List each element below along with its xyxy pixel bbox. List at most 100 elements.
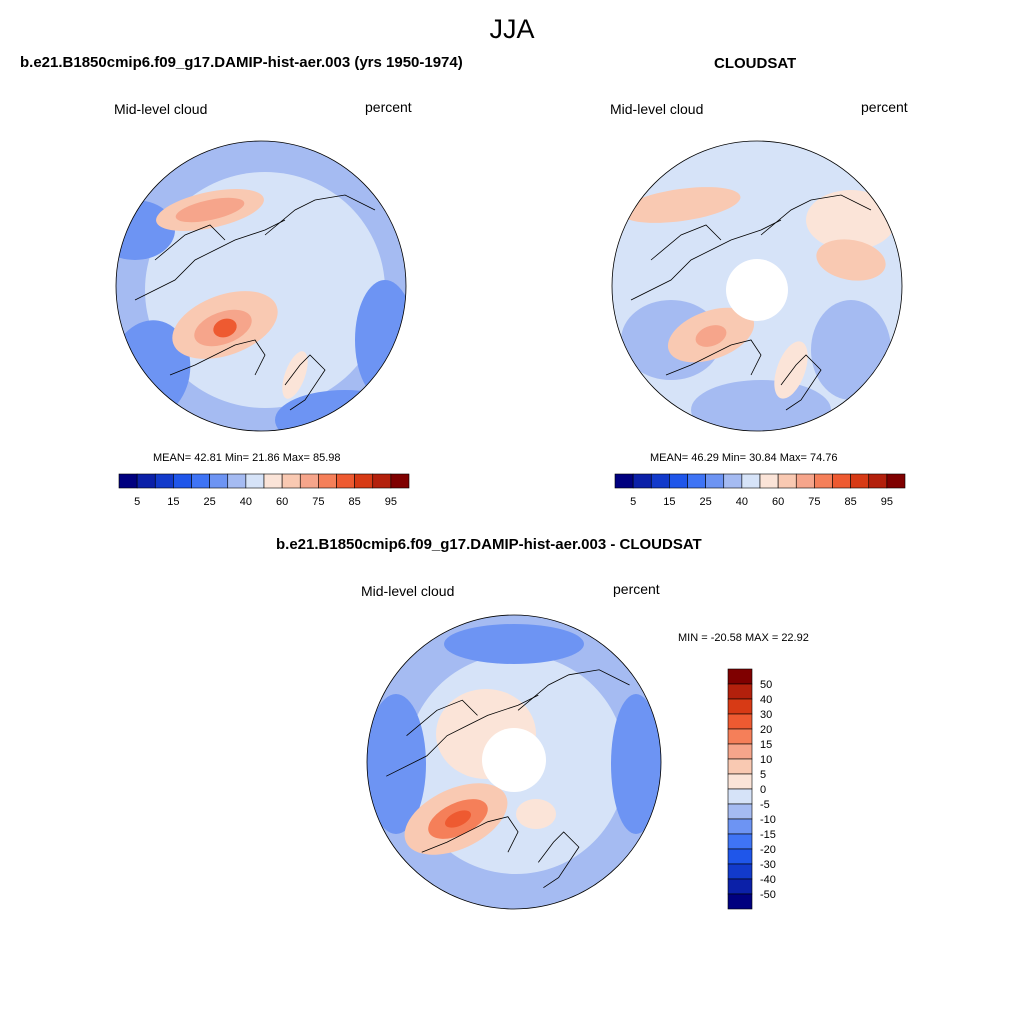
- obs-colorbar-tick-label: 15: [663, 496, 675, 508]
- obs-colorbar-tick-label: 5: [630, 496, 636, 508]
- obs-polar-map: [611, 140, 903, 432]
- obs-colorbar-tick-label: 40: [736, 496, 748, 508]
- diff-positive-region: [516, 799, 556, 829]
- model-low-region: [116, 200, 175, 260]
- obs-colorbar-swatch: [832, 473, 851, 489]
- diff-colorbar-swatch: [727, 668, 753, 685]
- coastline: [169, 339, 266, 376]
- diff-colorbar-swatch: [727, 818, 753, 835]
- obs-max-value: 74.76: [809, 452, 838, 464]
- diff-colorbar-tick-label: 15: [760, 739, 772, 751]
- diff-colorbar-swatch: [727, 728, 753, 745]
- model-colorbar: 5 15 25 40 60 75 85 95: [118, 473, 410, 508]
- obs-colorbar-swatch: [669, 473, 688, 489]
- obs-min-label: Min=: [721, 452, 747, 464]
- obs-colorbar-tick-label: 75: [808, 496, 820, 508]
- obs-colorbar-swatch: [814, 473, 833, 489]
- model-colorbar-swatch: [372, 473, 392, 489]
- model-colorbar-tick-label: 75: [312, 496, 324, 508]
- obs-colorbar-swatch: [723, 473, 743, 489]
- model-variable-label: Mid-level cloud: [114, 101, 208, 117]
- diff-negative-region: [367, 694, 426, 834]
- obs-colorbar-swatch: [868, 473, 888, 489]
- coastline: [538, 831, 580, 889]
- model-high-region: [175, 197, 245, 223]
- obs-colorbar-swatch: [614, 473, 634, 489]
- model-max-value: 85.98: [312, 452, 341, 464]
- diff-colorbar-tick-label: -15: [760, 829, 776, 841]
- model-panel-title: b.e21.B1850cmip6.f09_g17.DAMIP-hist-aer.…: [20, 54, 463, 71]
- model-min-label: Min=: [224, 452, 250, 464]
- coastline: [650, 224, 722, 261]
- model-colorbar-swatch: [136, 473, 156, 489]
- model-colorbar-swatch: [227, 473, 247, 489]
- diff-negative-region: [611, 694, 661, 834]
- diff-colorbar-tick-label: -20: [760, 844, 776, 856]
- model-colorbar-tick-label: 15: [167, 496, 179, 508]
- obs-colorbar-tick-label: 60: [772, 496, 784, 508]
- obs-colorbar-swatch: [741, 473, 761, 489]
- obs-mean-value: 46.29: [691, 452, 719, 464]
- obs-colorbar-swatch: [687, 473, 706, 489]
- diff-colorbar-swatch: [727, 683, 753, 700]
- diff-colorbar-swatch: [727, 743, 753, 760]
- model-colorbar-swatch: [154, 473, 174, 489]
- model-colorbar-swatch: [173, 473, 192, 489]
- model-colorbar-swatch: [191, 473, 210, 489]
- model-colorbar-tick-label: 40: [240, 496, 252, 508]
- model-low-region: [355, 280, 406, 400]
- obs-colorbar-swatch: [850, 473, 870, 489]
- model-low-region: [275, 390, 406, 431]
- diff-colorbar-tick-label: 5: [760, 769, 766, 781]
- coastline: [517, 669, 630, 711]
- obs-low-region: [691, 380, 831, 431]
- obs-colorbar-swatch: [705, 473, 725, 489]
- model-colorbar-swatch: [299, 473, 319, 489]
- coastline: [421, 816, 519, 853]
- diff-negative-region: [444, 624, 584, 664]
- model-units-label: percent: [365, 99, 412, 115]
- obs-colorbar-tick-label: 85: [845, 496, 857, 508]
- diff-colorbar-swatch: [727, 698, 753, 715]
- obs-max-label: Max=: [779, 452, 807, 464]
- obs-high-region: [816, 239, 886, 281]
- coastline: [154, 224, 226, 261]
- obs-stats: MEAN= 46.29 Min= 30.84 Max= 74.76: [650, 452, 838, 464]
- obs-colorbar-swatch: [650, 473, 670, 489]
- diff-colorbar-tick-label: 10: [760, 754, 772, 766]
- diff-colorbar-tick-label: 50: [760, 679, 772, 691]
- coastline: [780, 354, 822, 411]
- diff-colorbar-swatch: [727, 803, 753, 820]
- diff-colorbar-swatch: [727, 773, 753, 790]
- diff-colorbar-tick-label: 20: [760, 724, 772, 736]
- diff-colorbar-swatch: [727, 833, 753, 850]
- obs-high-region: [774, 341, 808, 399]
- obs-colorbar-swatch: [759, 473, 779, 489]
- obs-missing-pole: [726, 259, 788, 321]
- diff-colorbar-tick-label: -30: [760, 859, 776, 871]
- diff-missing-pole: [482, 728, 546, 792]
- diff-polar-map: [366, 614, 662, 910]
- obs-high-region: [695, 325, 727, 347]
- model-colorbar-swatch: [354, 473, 374, 489]
- obs-mean-label: MEAN=: [650, 452, 689, 464]
- obs-colorbar-swatch: [886, 473, 906, 489]
- model-colorbar-swatch: [263, 473, 283, 489]
- model-mean-value: 42.81: [194, 452, 222, 464]
- model-colorbar-tick-label: 25: [204, 496, 216, 508]
- season-title: JJA: [489, 14, 535, 44]
- coastline: [760, 194, 872, 236]
- diff-colorbar-swatch: [727, 863, 753, 880]
- model-colorbar-swatch: [209, 473, 229, 489]
- model-colorbar-swatch: [118, 473, 138, 489]
- coastline: [386, 694, 539, 777]
- model-polar-map: [115, 140, 407, 432]
- model-max-label: Max=: [282, 452, 310, 464]
- model-mean-label: MEAN=: [153, 452, 192, 464]
- obs-colorbar-swatch: [777, 473, 797, 489]
- obs-units-label: percent: [861, 99, 908, 115]
- model-colorbar-tick-label: 85: [349, 496, 361, 508]
- model-colorbar-swatch: [390, 473, 410, 489]
- model-min-value: 21.86: [252, 452, 280, 464]
- coastline: [134, 219, 286, 301]
